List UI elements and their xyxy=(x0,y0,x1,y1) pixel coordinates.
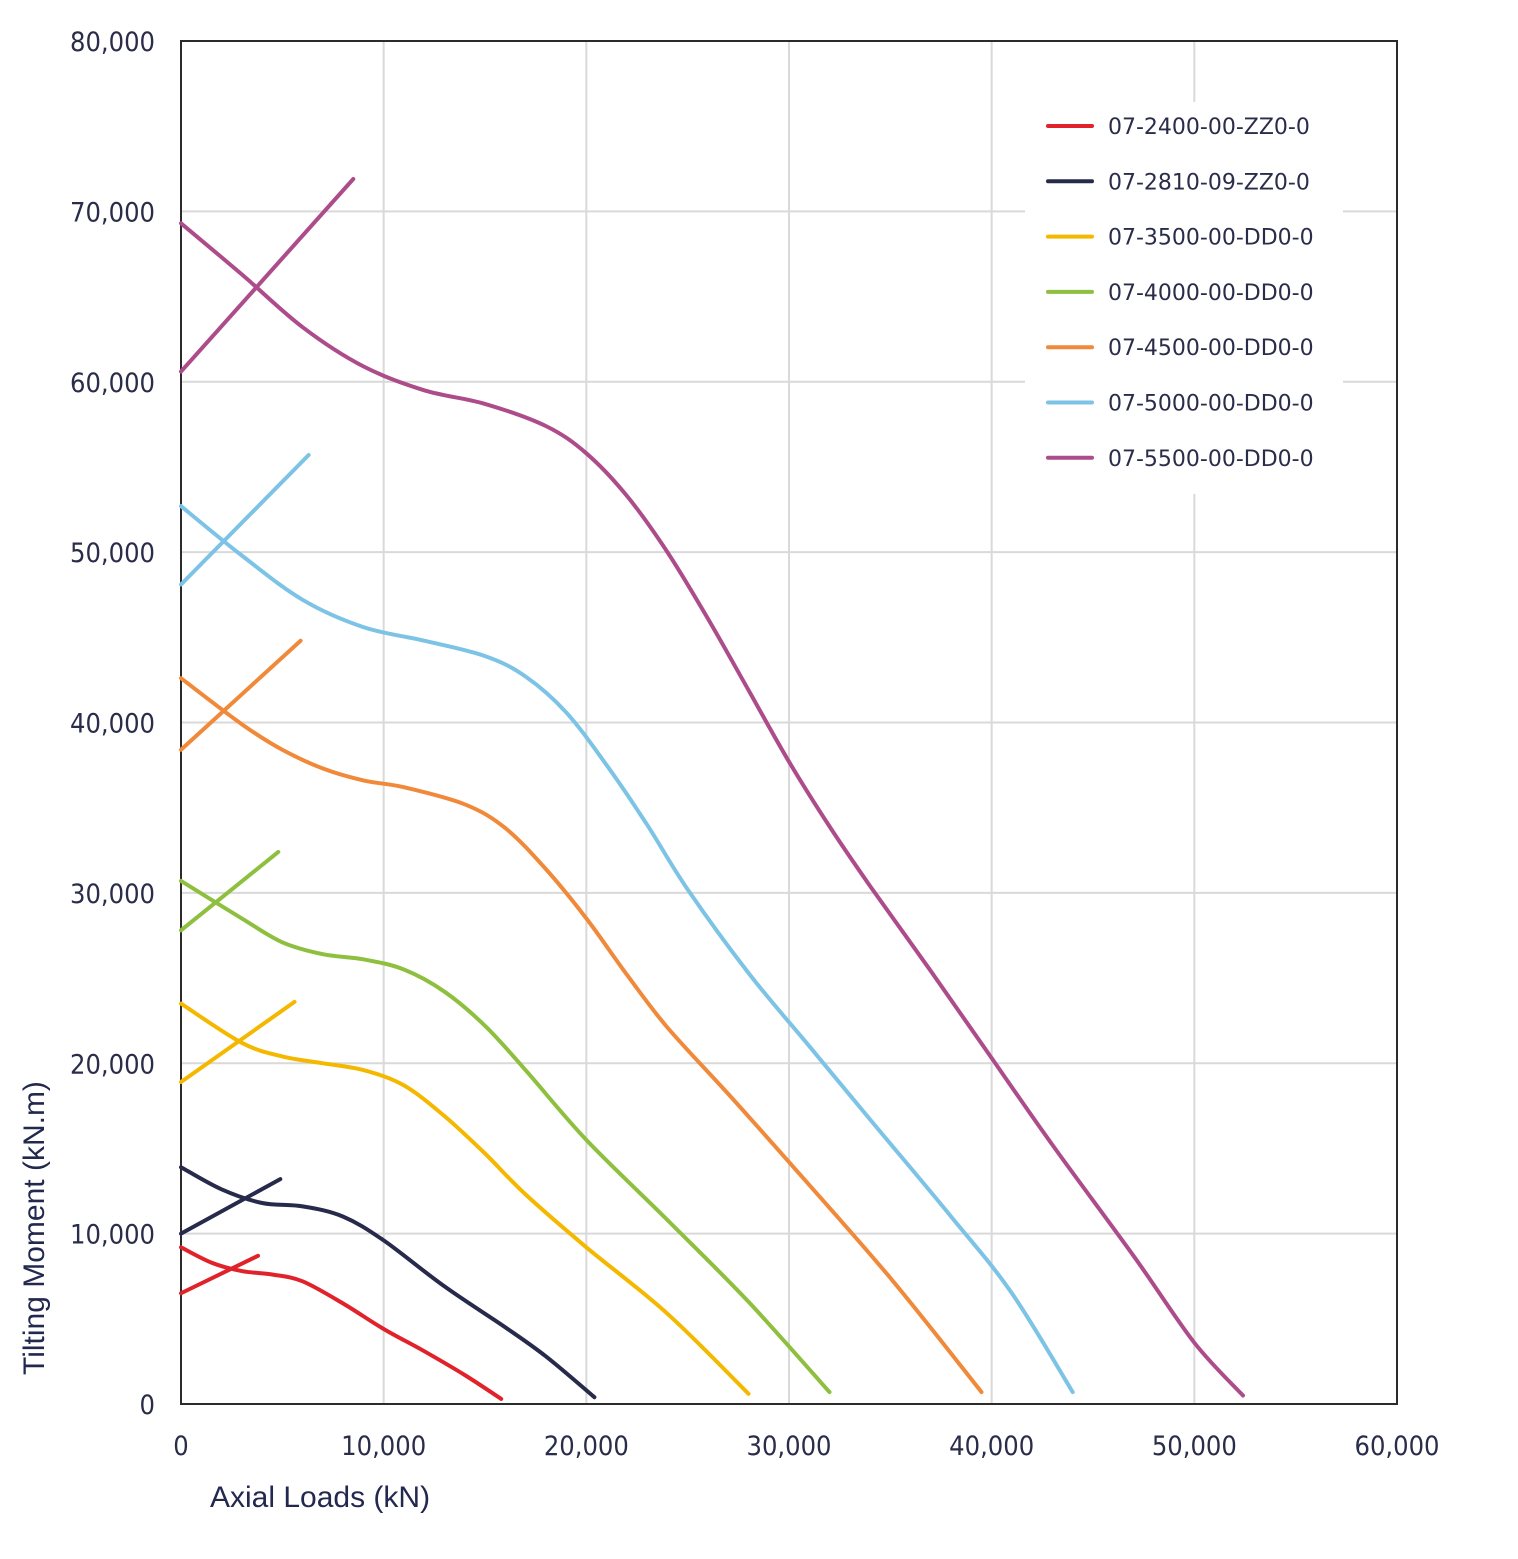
plot-area-frame xyxy=(180,40,1398,1405)
x-tick-label: 30,000 xyxy=(747,1431,832,1462)
series-line-07-5000-00-dd0-0 xyxy=(179,453,311,587)
y-tick-label: 80,000 xyxy=(70,27,155,58)
legend: 07-2400-00-ZZ0-0 07-2810-09-ZZ0-0 07-3500-… xyxy=(1046,115,1314,472)
series-curve-07-2400-00-zz0-0 xyxy=(179,1245,504,1401)
series-line-07-4000-00-dd0-0 xyxy=(179,849,281,933)
legend-label: 07-4000-00-DD0-0 xyxy=(1108,281,1314,306)
legend-label: 07-5000-00-DD0-0 xyxy=(1108,392,1314,417)
legend-background xyxy=(1025,102,1343,494)
series-line-07-3500-00-dd0-0 xyxy=(179,999,297,1084)
x-axis-title: Axial Loads (kN) xyxy=(210,1481,430,1514)
x-axis-tick-labels: 0 10,000 20,000 30,000 40,000 50,000 60,000 xyxy=(173,1431,1439,1462)
y-axis-tick-labels: 0 10,000 20,000 30,000 40,000 50,000 60,000 70,… xyxy=(70,27,155,1421)
y-tick-label: 10,000 xyxy=(70,1220,155,1251)
x-tick-label: 0 xyxy=(173,1431,188,1462)
series-line-07-4500-00-dd0-0 xyxy=(179,638,303,752)
grid-lines xyxy=(181,41,1397,1404)
x-tick-label: 40,000 xyxy=(949,1431,1034,1462)
y-tick-label: 40,000 xyxy=(70,709,155,740)
series-curve-07-3500-00-dd0-0 xyxy=(179,1001,751,1396)
series-curve-07-4500-00-dd0-0 xyxy=(179,676,984,1395)
series-curve-07-5000-00-dd0-0 xyxy=(179,504,1075,1395)
y-tick-label: 70,000 xyxy=(70,197,155,228)
y-tick-label: 30,000 xyxy=(70,879,155,910)
legend-label: 07-2810-09-ZZ0-0 xyxy=(1108,170,1310,195)
series-line-07-5500-00-dd0-0 xyxy=(179,177,356,374)
legend-label: 07-5500-00-DD0-0 xyxy=(1108,447,1314,472)
y-axis-title: Tilting Moment (kN.m) xyxy=(18,1081,51,1375)
legend-label: 07-4500-00-DD0-0 xyxy=(1108,336,1314,361)
legend-label: 07-3500-00-DD0-0 xyxy=(1108,226,1314,251)
x-tick-label: 60,000 xyxy=(1355,1431,1440,1462)
series-line-07-2810-09-zz0-0 xyxy=(179,1177,283,1236)
y-tick-label: 50,000 xyxy=(70,538,155,569)
series-line-07-2400-00-zz0-0 xyxy=(179,1253,261,1296)
series-lines xyxy=(179,177,1245,1401)
series-curve-07-4000-00-dd0-0 xyxy=(179,878,832,1395)
y-tick-label: 20,000 xyxy=(70,1049,155,1080)
x-tick-label: 50,000 xyxy=(1152,1431,1237,1462)
x-tick-label: 10,000 xyxy=(341,1431,426,1462)
legend-label: 07-2400-00-ZZ0-0 xyxy=(1108,115,1310,140)
y-tick-label: 0 xyxy=(140,1390,155,1421)
series-curve-07-5500-00-dd0-0 xyxy=(179,221,1245,1398)
x-tick-label: 20,000 xyxy=(544,1431,629,1462)
y-tick-label: 60,000 xyxy=(70,368,155,399)
